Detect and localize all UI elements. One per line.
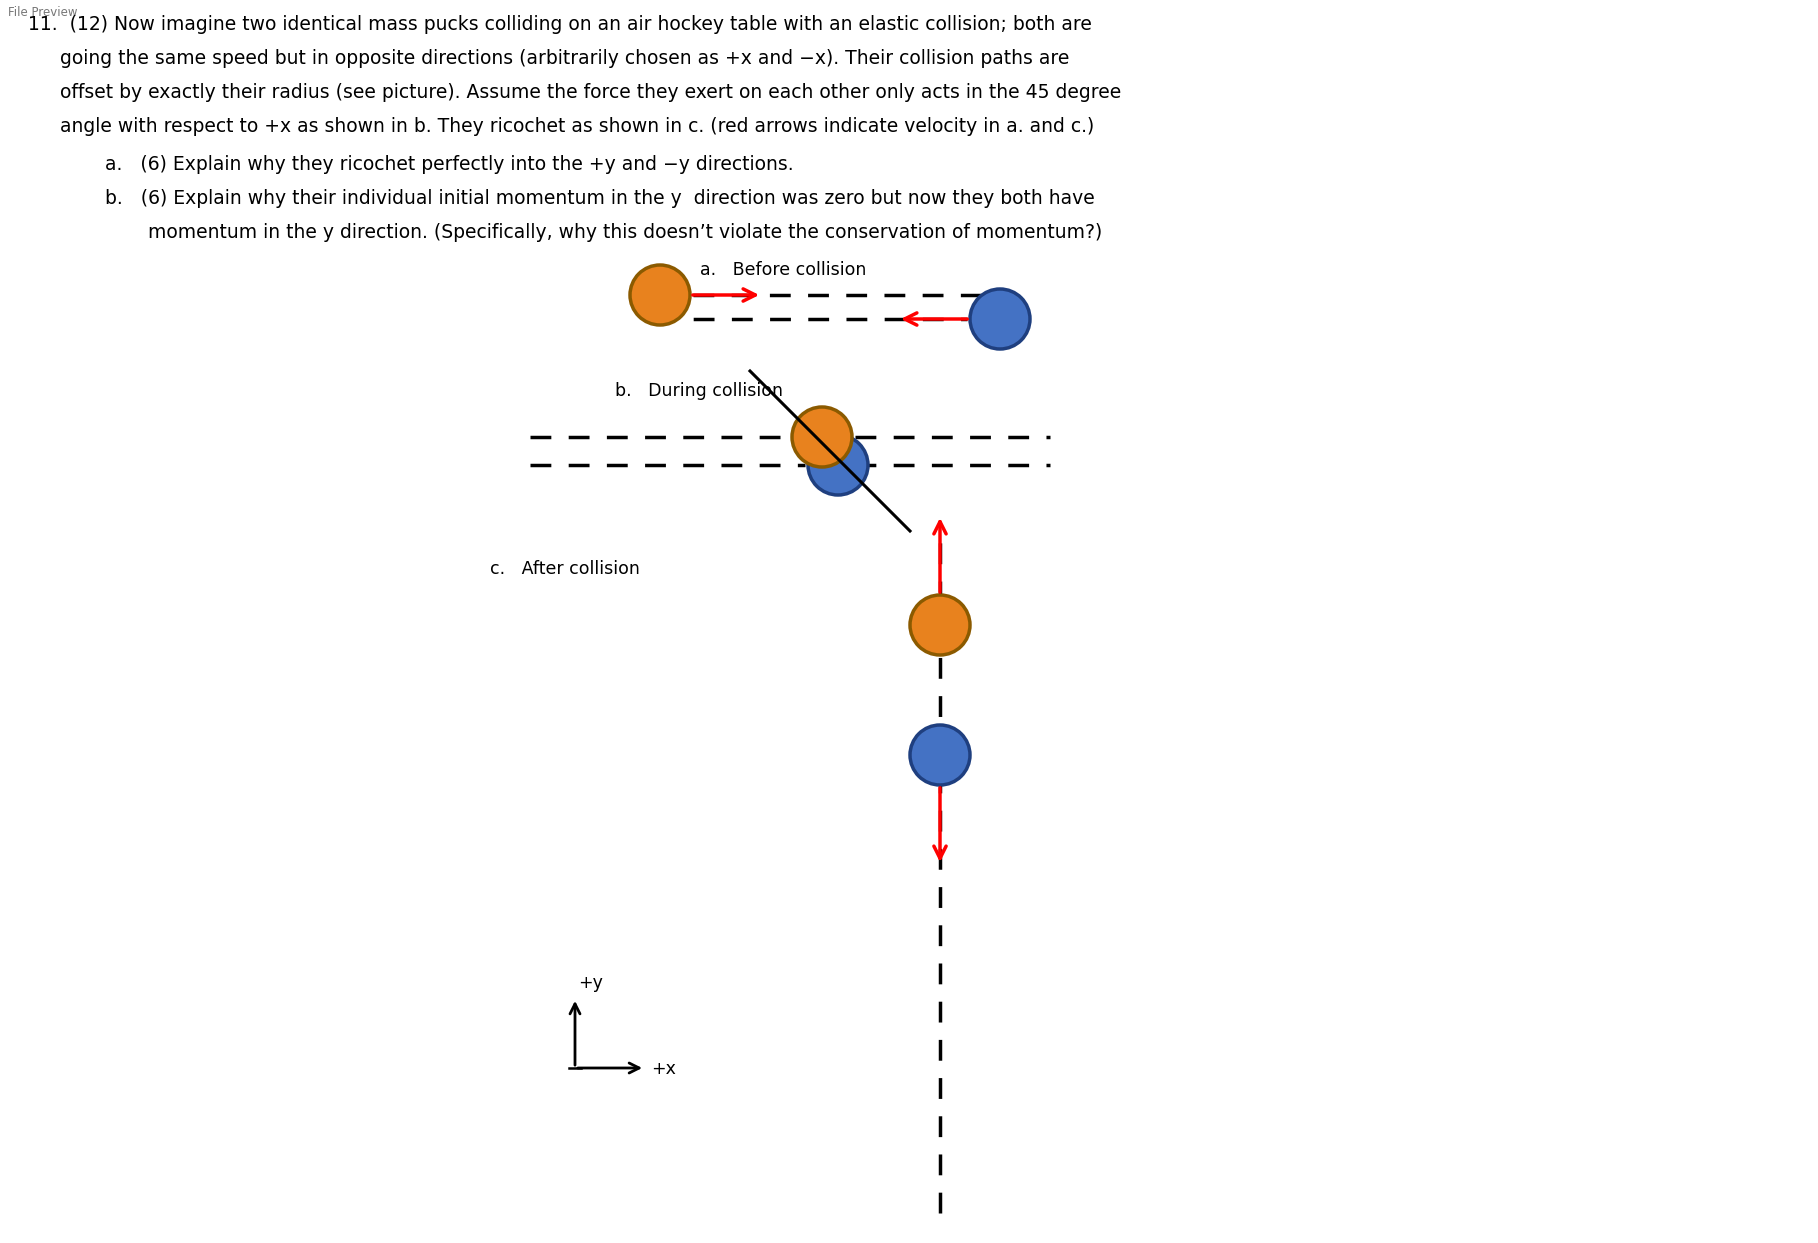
Circle shape (971, 290, 1031, 349)
Text: angle with respect to +x as shown in b. They ricochet as shown in c. (red arrows: angle with respect to +x as shown in b. … (60, 117, 1094, 135)
Circle shape (807, 435, 867, 495)
Text: b.   (6) Explain why their individual initial momentum in the y  direction was z: b. (6) Explain why their individual init… (105, 189, 1094, 208)
Circle shape (793, 406, 853, 467)
Text: offset by exactly their radius (see picture). Assume the force they exert on eac: offset by exactly their radius (see pict… (60, 83, 1122, 102)
Text: c.   After collision: c. After collision (491, 561, 640, 578)
Text: a.   (6) Explain why they ricochet perfectly into the +y and −y directions.: a. (6) Explain why they ricochet perfect… (105, 155, 794, 174)
Text: File Preview: File Preview (7, 6, 78, 19)
Circle shape (911, 725, 971, 786)
Text: going the same speed but in opposite directions (arbitrarily chosen as +x and −x: going the same speed but in opposite dir… (60, 48, 1069, 68)
Circle shape (911, 595, 971, 655)
Text: momentum in the y direction. (Specifically, why this doesn’t violate the conserv: momentum in the y direction. (Specifical… (147, 222, 1102, 242)
Circle shape (631, 265, 691, 324)
Text: +x: +x (651, 1060, 676, 1078)
Text: 11.  (12) Now imagine two identical mass pucks colliding on an air hockey table : 11. (12) Now imagine two identical mass … (27, 15, 1093, 34)
Text: a.   Before collision: a. Before collision (700, 261, 867, 278)
Text: b.   During collision: b. During collision (614, 382, 784, 400)
Text: +y: +y (578, 975, 604, 992)
